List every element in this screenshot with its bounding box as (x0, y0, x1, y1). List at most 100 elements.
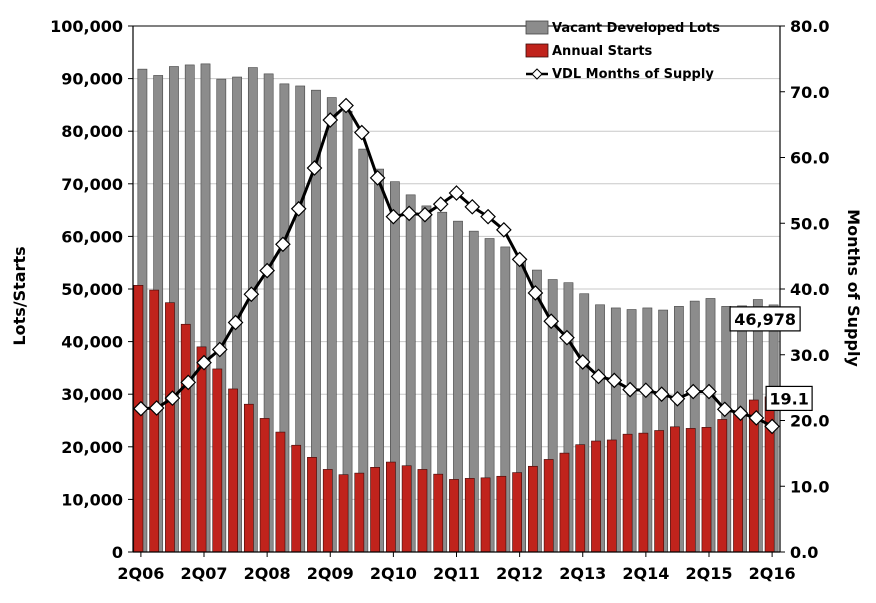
x-tick-label: 2Q14 (622, 564, 669, 583)
y-tick-label: 30,000 (61, 385, 123, 404)
y-tick-label: 40,000 (61, 333, 123, 352)
starts-bar (575, 444, 586, 553)
y2-axis-title: Months of Supply (844, 209, 863, 367)
starts-bar (212, 368, 223, 553)
supply-point (290, 200, 307, 217)
starts-bar (386, 461, 396, 553)
starts-bar (733, 412, 743, 553)
starts-bar (685, 428, 696, 553)
supply-point (322, 112, 339, 128)
starts-bar (528, 465, 538, 553)
starts-bar (338, 474, 349, 553)
y-axis-title: Lots/Starts (10, 246, 29, 345)
supply-point (653, 386, 670, 403)
supply-point (559, 329, 575, 346)
y-tick-label: 20,000 (61, 438, 123, 457)
x-tick-label: 2Q13 (559, 564, 606, 583)
starts-bar (701, 427, 712, 553)
callout-label: 19.1 (769, 389, 808, 408)
y2-tick-label: 80.0 (790, 17, 829, 36)
supply-point (338, 97, 354, 114)
starts-bar (480, 477, 491, 553)
y-tick-label: 50,000 (61, 280, 123, 299)
starts-bar (433, 473, 444, 553)
starts-bar (670, 426, 680, 553)
axes (128, 25, 785, 557)
starts-bar (401, 465, 412, 553)
y2-tick-label: 0.0 (790, 543, 818, 562)
starts-bar (559, 452, 570, 553)
legend-swatch-starts (525, 43, 549, 58)
y-tick-label: 60,000 (61, 227, 123, 246)
starts-bar (196, 346, 207, 553)
supply-point (590, 368, 607, 385)
y2-tick-label: 50.0 (790, 214, 829, 233)
x-tick-label: 2Q16 (749, 564, 796, 583)
supply-point (385, 208, 402, 225)
supply-point (622, 381, 638, 398)
legend-label-starts: Annual Starts (552, 44, 653, 59)
legend-label-vdl: Vacant Developed Lots (552, 21, 720, 36)
supply-point (259, 262, 275, 279)
supply-point (353, 124, 370, 141)
supply-point (448, 185, 465, 201)
supply-point (432, 196, 449, 213)
y-tick-label: 100,000 (50, 17, 123, 36)
starts-bar (449, 479, 459, 553)
supply-point (574, 354, 591, 370)
supply-point (701, 383, 717, 400)
starts-bar (496, 475, 507, 553)
tick-labels: 0 10,000 20,000 30,000 40,000 50,000 60,000 70,… (50, 17, 829, 583)
starts-bar (307, 457, 317, 553)
legend-swatch-vdl (525, 20, 549, 35)
legend-marker-supply (531, 68, 543, 80)
x-tick-label: 2Q15 (685, 564, 732, 583)
supply-point (243, 286, 260, 303)
x-tick-label: 2Q08 (244, 564, 291, 583)
starts-bar (717, 419, 728, 553)
starts-bar (354, 472, 365, 553)
supply-point (732, 405, 749, 422)
y-tick-label: 70,000 (61, 175, 123, 194)
supply-point (511, 251, 528, 268)
supply-point (764, 418, 780, 435)
starts-bar (543, 459, 554, 553)
starts-bar (228, 388, 238, 553)
starts-bar (638, 432, 649, 553)
starts-bar (370, 467, 380, 553)
bars (133, 63, 779, 553)
starts-bar (275, 431, 286, 553)
callout-box (729, 306, 801, 332)
starts-bar (622, 433, 633, 553)
supply-point (133, 400, 149, 417)
starts-bar (654, 430, 665, 553)
supply-point (716, 401, 733, 418)
callout-box (765, 385, 813, 412)
supply-point (417, 206, 433, 223)
starts-bar (165, 302, 175, 553)
supply-point (275, 236, 291, 253)
x-tick-label: 2Q06 (117, 564, 164, 583)
supply-point (148, 400, 165, 416)
y2-tick-label: 20.0 (790, 412, 829, 431)
y-tick-label: 0 (112, 543, 123, 562)
y-tick-label: 90,000 (61, 70, 123, 89)
supply-point (480, 208, 496, 225)
supply-point (685, 383, 702, 400)
supply-point (543, 313, 560, 330)
starts-bar (591, 440, 601, 553)
starts-bar (133, 285, 144, 553)
y-tick-label: 80,000 (61, 122, 123, 141)
x-tick-label: 2Q12 (496, 564, 543, 583)
callouts: 46,978 19.1 (729, 306, 813, 412)
supply-point (227, 314, 244, 331)
starts-bar (259, 418, 270, 553)
supply-point (638, 382, 654, 399)
supply-point (196, 354, 212, 371)
starts-bar (464, 478, 475, 553)
supply-point (527, 285, 544, 301)
x-tick-label: 2Q07 (181, 564, 228, 583)
y-tick-label: 10,000 (61, 490, 123, 509)
starts-bar (243, 403, 254, 553)
